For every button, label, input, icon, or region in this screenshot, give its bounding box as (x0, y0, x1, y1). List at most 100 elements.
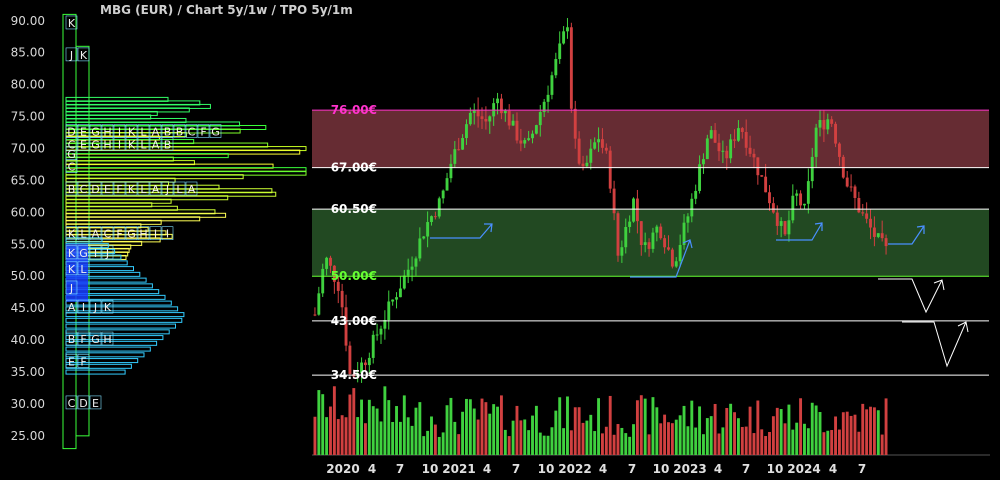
tpo-letter: G (67, 148, 76, 161)
volume-bar (433, 424, 437, 455)
tpo-letter: D (91, 183, 99, 196)
volume-bar (682, 405, 686, 455)
candle-body (344, 307, 348, 346)
volume-bar (647, 434, 651, 455)
volume-bar (360, 399, 364, 455)
level-label: 50.00€ (331, 269, 377, 283)
candle-body (628, 221, 632, 227)
candle-body (581, 163, 585, 167)
candle-body (880, 233, 884, 239)
volume-bar (841, 412, 845, 455)
tpo-letter-box (161, 226, 174, 240)
tpo-bracket-low (65, 346, 151, 352)
candle-body (702, 159, 705, 165)
y-tick-label: 80.00 (11, 78, 45, 92)
volume-bar (698, 406, 702, 455)
tpo-letter: I (166, 228, 169, 241)
tpo-letter-box (113, 181, 126, 196)
volume-bar (612, 434, 616, 455)
tpo-letter-box (113, 226, 126, 240)
candle-body (371, 334, 375, 358)
tpo-letter: C (68, 138, 76, 151)
candle-body (861, 212, 865, 214)
tpo-letter: D (79, 397, 87, 410)
volume-bar (849, 415, 853, 455)
candle-body (830, 119, 834, 124)
candle-body (476, 109, 480, 117)
candle-body (604, 147, 608, 151)
volume-bar (329, 406, 332, 455)
candle-body (465, 124, 468, 139)
volume-bar (709, 416, 713, 455)
candle-body (620, 247, 624, 256)
candle-body (771, 203, 775, 213)
candle-body (806, 181, 810, 204)
tpo-bracket-low (65, 352, 145, 358)
volume-bar (336, 419, 340, 455)
candle-body (367, 357, 371, 366)
volume-bar (655, 407, 659, 455)
candle-body (437, 198, 441, 217)
candle-body (667, 247, 670, 250)
volume-bar (880, 434, 884, 455)
candle-body (573, 108, 577, 139)
volume-bar (663, 414, 667, 455)
volume-bar (379, 421, 383, 455)
volume-bar (760, 429, 764, 455)
tpo-bracket-low (65, 317, 183, 323)
volume-bar (468, 399, 472, 455)
tpo-letter-box (65, 354, 78, 368)
volume-bar (465, 398, 468, 455)
candle-body (496, 98, 499, 104)
candle-body (686, 216, 690, 223)
candle-body (624, 226, 628, 248)
x-tick-label: 7 (396, 462, 404, 476)
volume-bar (503, 429, 507, 455)
candle-body (643, 242, 647, 246)
tpo-letter: H (139, 228, 147, 241)
candle-body (410, 266, 414, 270)
candle-body (597, 139, 600, 143)
candle-body (791, 195, 795, 221)
tpo-letter-box (65, 245, 78, 260)
candle-body (744, 131, 748, 148)
volume-bar (783, 423, 787, 455)
candle-body (698, 164, 702, 191)
tpo-letter-box (161, 181, 174, 196)
volume-bar (414, 407, 418, 455)
volume-bar (857, 431, 861, 455)
candle-body (398, 288, 402, 298)
tpo-letter: C (68, 161, 76, 174)
volume-bar (740, 426, 744, 455)
candle-body (647, 242, 651, 249)
candle-body (729, 139, 733, 159)
tpo-letter: K (128, 138, 136, 151)
volume-bar (756, 400, 760, 455)
y-tick-label: 85.00 (11, 46, 45, 60)
price-zones (312, 110, 989, 277)
candle-body (869, 218, 872, 228)
tpo-bracket-low (65, 312, 185, 318)
volume-bar (321, 394, 325, 455)
tpo-letter-box (89, 331, 102, 346)
volume-bar (406, 417, 410, 455)
volume-bar (484, 402, 488, 455)
volume-bar (352, 388, 356, 455)
candle-body (799, 193, 803, 206)
y-tick-label: 55.00 (11, 237, 45, 251)
volume-bar (566, 396, 569, 455)
volume-bar (542, 435, 546, 455)
volume-bar (410, 425, 414, 455)
volume-bar (457, 434, 461, 455)
annotation-arrows (430, 222, 969, 368)
volume-bar (430, 416, 433, 455)
tpo-letter-box (125, 226, 138, 240)
tpo-letter-box (65, 331, 78, 346)
tpo-letter: H (103, 138, 111, 151)
candle-body (321, 268, 325, 294)
x-tick-label: 7 (742, 462, 750, 476)
volume-bar (830, 430, 834, 455)
candle-body (678, 244, 682, 262)
volume-bar (398, 421, 402, 455)
blue-arrow (888, 225, 925, 245)
